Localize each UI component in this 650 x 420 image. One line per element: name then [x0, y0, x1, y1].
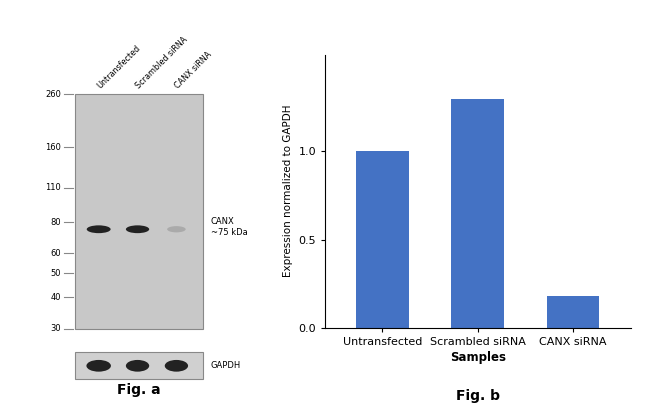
Text: Fig. b: Fig. b — [456, 389, 500, 403]
Text: 60: 60 — [51, 249, 61, 258]
Text: 30: 30 — [51, 324, 61, 333]
Ellipse shape — [126, 360, 150, 372]
Text: Untransfected: Untransfected — [96, 44, 142, 90]
Y-axis label: Expression normalized to GAPDH: Expression normalized to GAPDH — [283, 105, 292, 277]
Text: CANX siRNA: CANX siRNA — [174, 50, 214, 90]
Text: GAPDH: GAPDH — [211, 361, 241, 370]
Text: 260: 260 — [46, 90, 61, 99]
Text: 110: 110 — [46, 183, 61, 192]
Text: Scrambled siRNA: Scrambled siRNA — [135, 35, 190, 90]
X-axis label: Samples: Samples — [450, 351, 506, 364]
Ellipse shape — [86, 360, 111, 372]
Text: 160: 160 — [46, 142, 61, 152]
Text: 40: 40 — [51, 293, 61, 302]
Bar — [75, 94, 203, 329]
Text: CANX
~75 kDa: CANX ~75 kDa — [211, 217, 248, 237]
Ellipse shape — [167, 226, 186, 232]
Bar — [452, 99, 504, 328]
Text: Fig. a: Fig. a — [117, 383, 161, 397]
Bar — [547, 296, 599, 328]
Bar — [356, 152, 409, 328]
Ellipse shape — [164, 360, 188, 372]
Ellipse shape — [86, 226, 110, 233]
Bar — [75, 352, 203, 380]
Text: 80: 80 — [51, 218, 61, 227]
Ellipse shape — [126, 226, 150, 233]
Text: 50: 50 — [51, 269, 61, 278]
